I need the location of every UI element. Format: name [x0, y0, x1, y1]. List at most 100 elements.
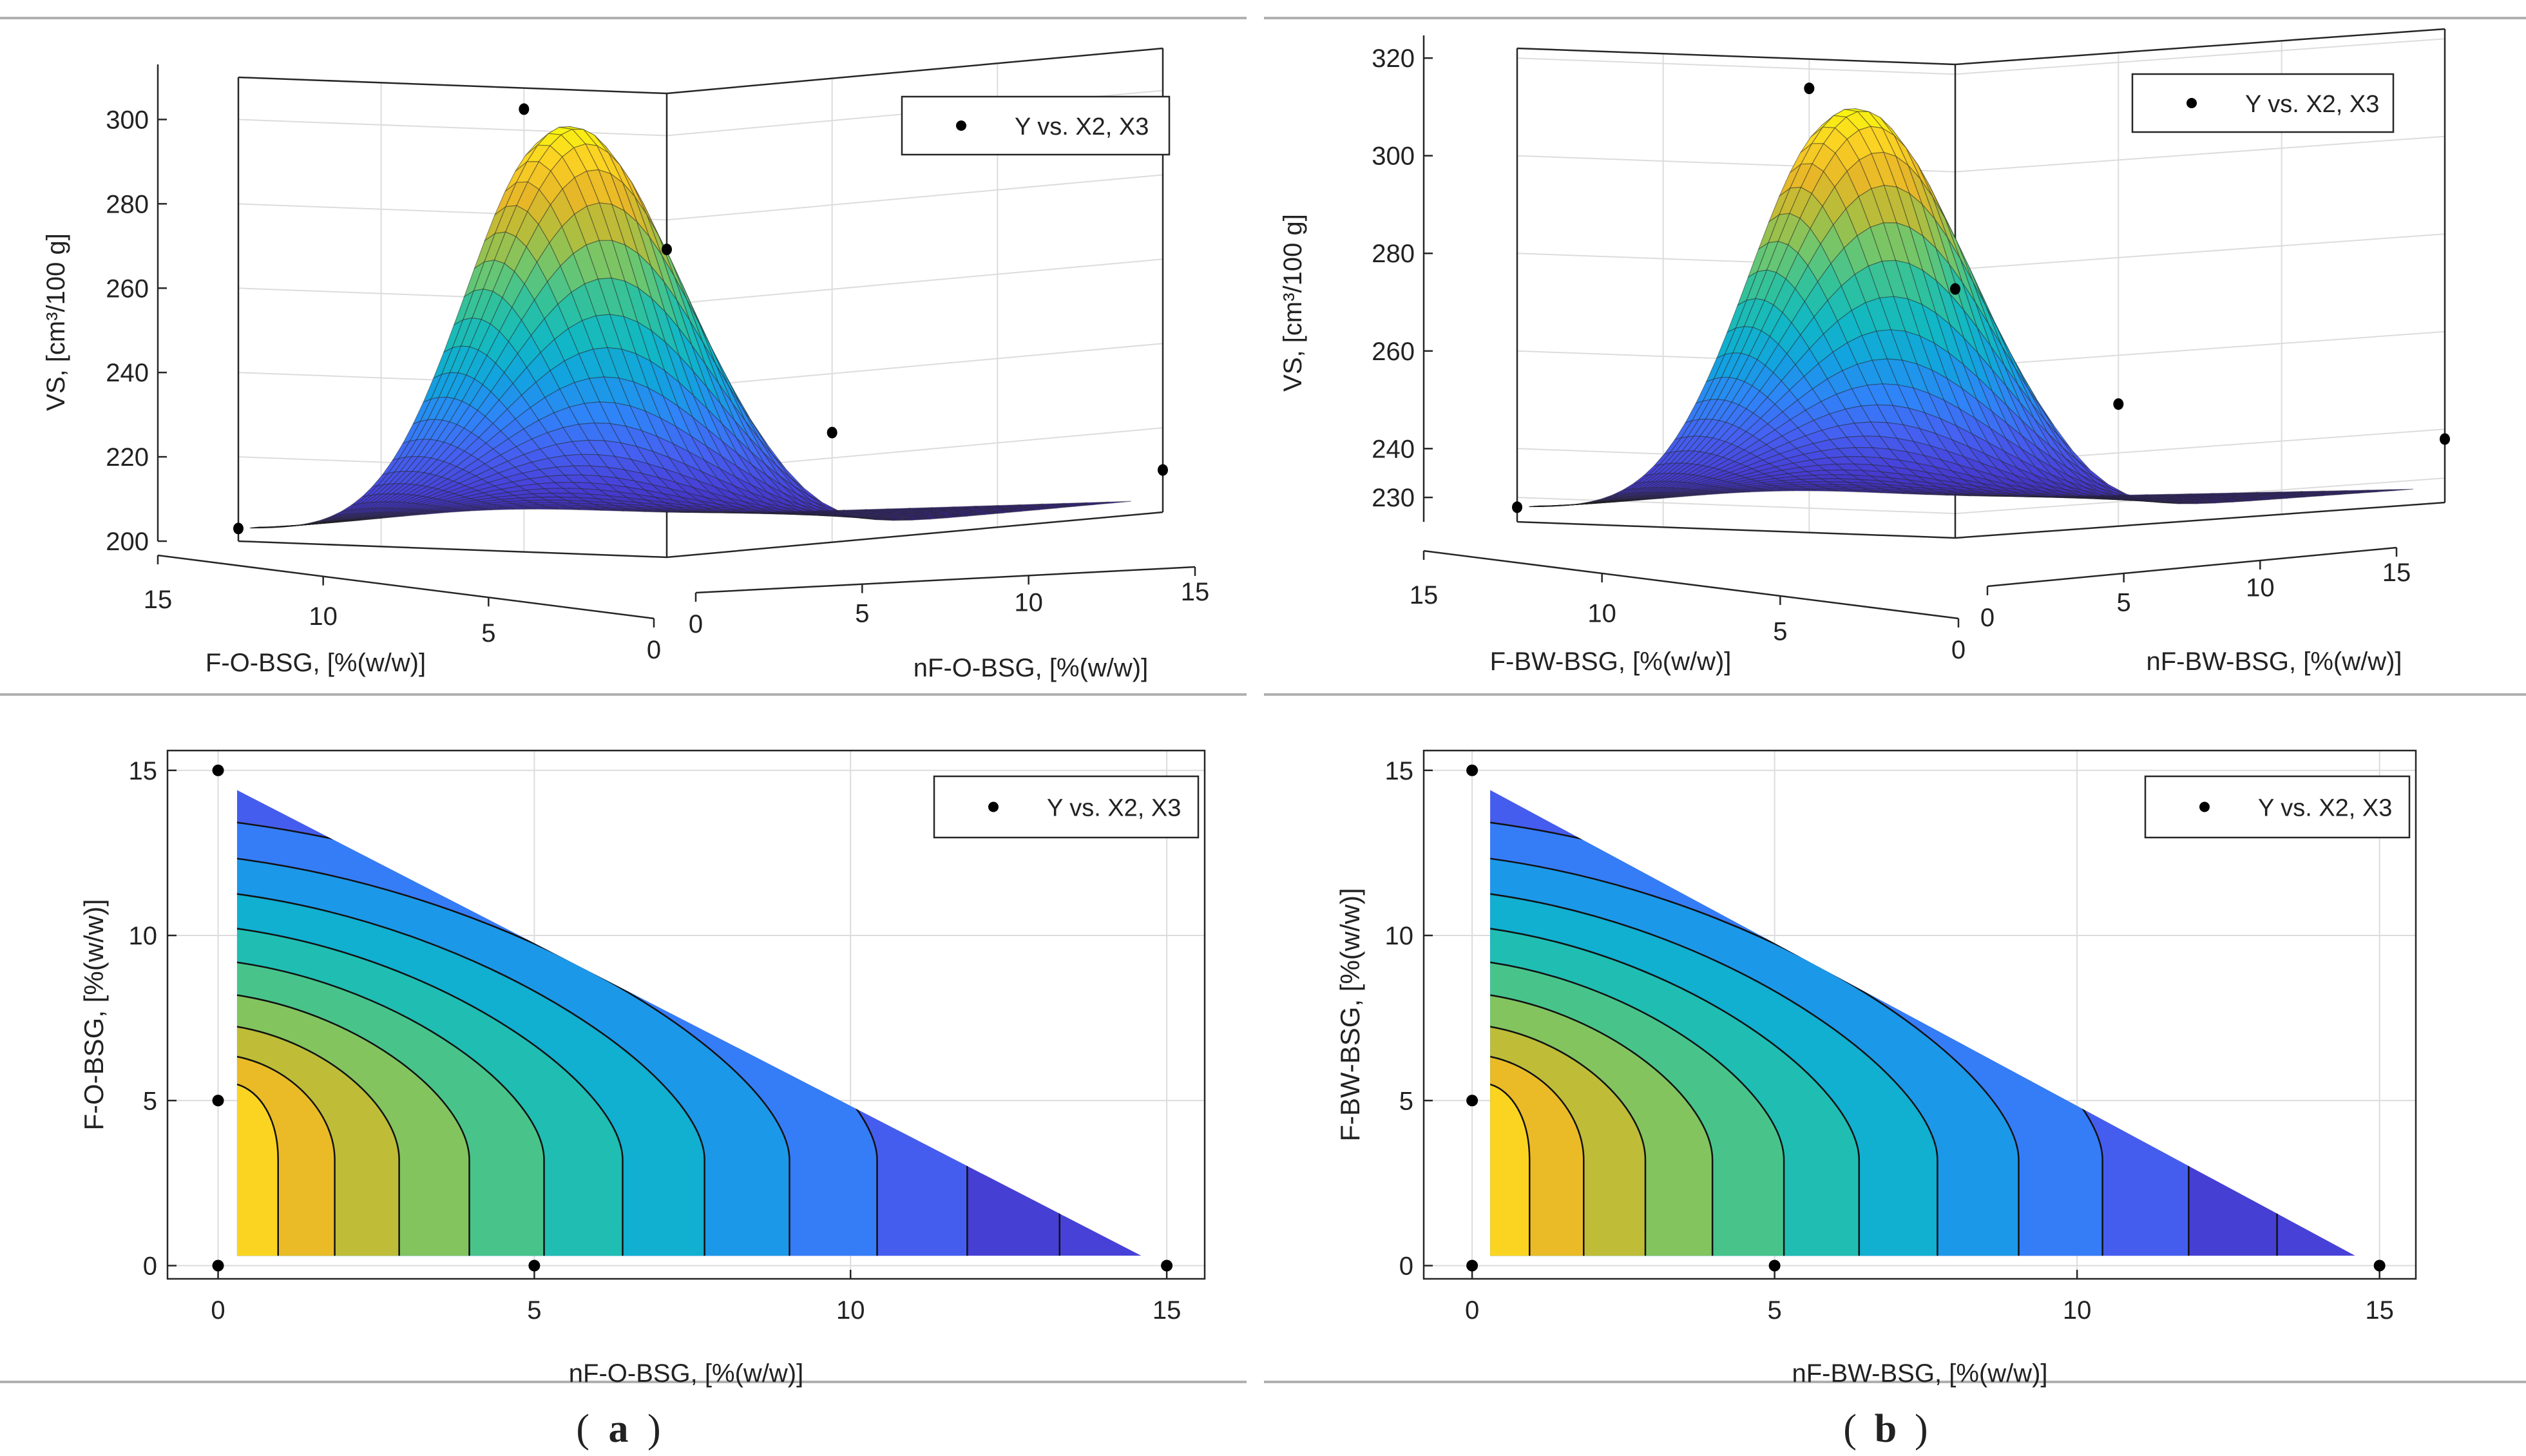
- data-point: [212, 1095, 224, 1107]
- contour-band: [236, 1083, 279, 1256]
- y-tick-label: 10: [1385, 922, 1414, 950]
- data-point: [212, 764, 224, 776]
- x-axis-title: nF-BW-BSG, [%(w/w)]: [1792, 1359, 2047, 1388]
- z-axis: 200 220 240 260 280 300 VS, [cm³/100 g]: [42, 64, 167, 556]
- data-point: [662, 244, 672, 256]
- x-tick-label: 5: [1768, 1296, 1782, 1325]
- data-points: [212, 764, 1173, 1272]
- z-axis: 230 240 260 280 300 320 VS, [cm³/100 g]: [1279, 35, 1433, 522]
- x-tick-label: 15: [1153, 1296, 1182, 1325]
- nf-tick-label: 10: [1014, 589, 1043, 617]
- nf-axis-title: nF-BW-BSG, [%(w/w)]: [2146, 647, 2402, 676]
- data-points: [233, 103, 1168, 535]
- f-tick-label: 5: [1773, 618, 1787, 646]
- data-point: [2113, 398, 2124, 410]
- data-point: [1466, 1095, 1478, 1107]
- f-tick-label: 15: [1410, 581, 1439, 609]
- legend-label: Y vs. X2, X3: [1015, 113, 1149, 140]
- z-axis-title: VS, [cm³/100 g]: [42, 233, 70, 411]
- z-tick-label: 230: [1372, 484, 1415, 512]
- z-tick-label: 320: [1372, 44, 1415, 73]
- data-point: [519, 103, 530, 115]
- legend-marker: [2186, 98, 2197, 108]
- legend-label: Y vs. X2, X3: [2245, 91, 2379, 118]
- y-tick-label: 10: [129, 922, 158, 950]
- caption-close-a: ): [647, 1407, 661, 1451]
- z-axis-title: VS, [cm³/100 g]: [1279, 214, 1307, 392]
- z-tick-label: 280: [106, 190, 149, 218]
- data-point: [827, 426, 837, 439]
- nf-tick-label: 10: [2246, 573, 2275, 602]
- z-tick-label: 300: [1372, 142, 1415, 171]
- z-gridline: [238, 174, 1163, 221]
- f-tick-label: 0: [647, 636, 661, 664]
- y-tick-label: 5: [143, 1087, 157, 1115]
- surface-plot-b: 230 240 260 280 300 320 VS, [cm³/100 g] 15 10 5 00…: [1279, 28, 2450, 676]
- legend-box: [933, 775, 1200, 839]
- legend-box: [2144, 775, 2411, 839]
- x-tick-label: 0: [211, 1296, 225, 1325]
- panel-dividers: [0, 17, 2526, 1383]
- data-point: [1161, 1260, 1173, 1272]
- floor-axes: 15 10 5 00 5 10 15 F-BW-BSG, [%(w/w)] nF-BW-BSG,…: [1410, 546, 2411, 676]
- nf-tick-label: 0: [1980, 604, 1995, 632]
- contour-band: [1490, 1083, 1531, 1256]
- surface-mesh: [1529, 108, 2413, 508]
- caption-open-b: (: [1843, 1407, 1857, 1451]
- data-point: [1950, 283, 1960, 295]
- z-tick-label: 300: [106, 106, 149, 134]
- legend: Y vs. X2, X3: [2144, 775, 2411, 839]
- box-floor-edge: [1517, 501, 2445, 539]
- z-tick-label: 240: [1372, 435, 1415, 463]
- z-tick-label: 220: [106, 443, 149, 472]
- x-tick-label: 0: [1465, 1296, 1479, 1325]
- box-floor-edge: [238, 511, 1163, 559]
- ticks: 0 5 10 15 0 5 10 15: [129, 757, 1182, 1325]
- y-tick-label: 0: [1399, 1252, 1413, 1281]
- z-tick-label: 260: [106, 274, 149, 303]
- data-point: [1804, 82, 1815, 95]
- nf-axis-line: [1987, 546, 2397, 588]
- caption-open-a: (: [576, 1407, 589, 1451]
- y-tick-label: 15: [1385, 757, 1414, 785]
- contour-plot-b: 0 5 10 15 0 5 10 15 nF-BW-BSG, [%(w/w)] F-BW-BSG,…: [1335, 749, 2417, 1388]
- data-point: [1158, 464, 1168, 476]
- caption-label-b: b: [1875, 1407, 1897, 1451]
- ticks: 0 5 10 15 0 5 10 15: [1385, 757, 2394, 1325]
- y-axis-title: F-BW-BSG, [%(w/w)]: [1335, 888, 1365, 1142]
- plot-frame: [1422, 749, 2417, 1280]
- f-axis-title: F-O-BSG, [%(w/w)]: [206, 649, 426, 677]
- y-tick-label: 5: [1399, 1087, 1413, 1115]
- x-tick-label: 10: [836, 1296, 865, 1325]
- data-points: [1466, 764, 2386, 1272]
- f-tick-label: 10: [309, 602, 338, 631]
- y-tick-label: 0: [143, 1252, 157, 1281]
- legend-label: Y vs. X2, X3: [1047, 795, 1181, 822]
- caption-close-b: ): [1915, 1407, 1928, 1451]
- z-gridline: [1517, 135, 2445, 173]
- data-points: [1512, 82, 2450, 513]
- f-tick-label: 0: [1951, 636, 1966, 664]
- data-point: [2440, 433, 2450, 445]
- data-point: [1512, 501, 1522, 513]
- nf-tick-label: 15: [2382, 559, 2411, 587]
- surface-mesh: [249, 126, 1131, 529]
- data-point: [1466, 764, 1478, 776]
- legend-box: [2131, 73, 2395, 133]
- f-tick-label: 10: [1587, 599, 1616, 627]
- legend-box: [901, 95, 1171, 156]
- z-gridline: [1517, 233, 2445, 271]
- z-gridline: [1517, 38, 2445, 75]
- z-tick-label: 200: [106, 528, 149, 556]
- legend: Y vs. X2, X3: [901, 95, 1171, 156]
- nf-tick-label: 15: [1181, 578, 1210, 606]
- nf-tick-label: 5: [2117, 589, 2131, 617]
- z-gridline: [238, 258, 1163, 305]
- caption-label-a: a: [609, 1407, 629, 1451]
- f-tick-label: 5: [481, 619, 495, 647]
- legend-label: Y vs. X2, X3: [2258, 795, 2392, 822]
- x-tick-label: 10: [2063, 1296, 2092, 1325]
- y-axis-title: F-O-BSG, [%(w/w)]: [79, 899, 109, 1130]
- x-tick-label: 15: [2365, 1296, 2394, 1325]
